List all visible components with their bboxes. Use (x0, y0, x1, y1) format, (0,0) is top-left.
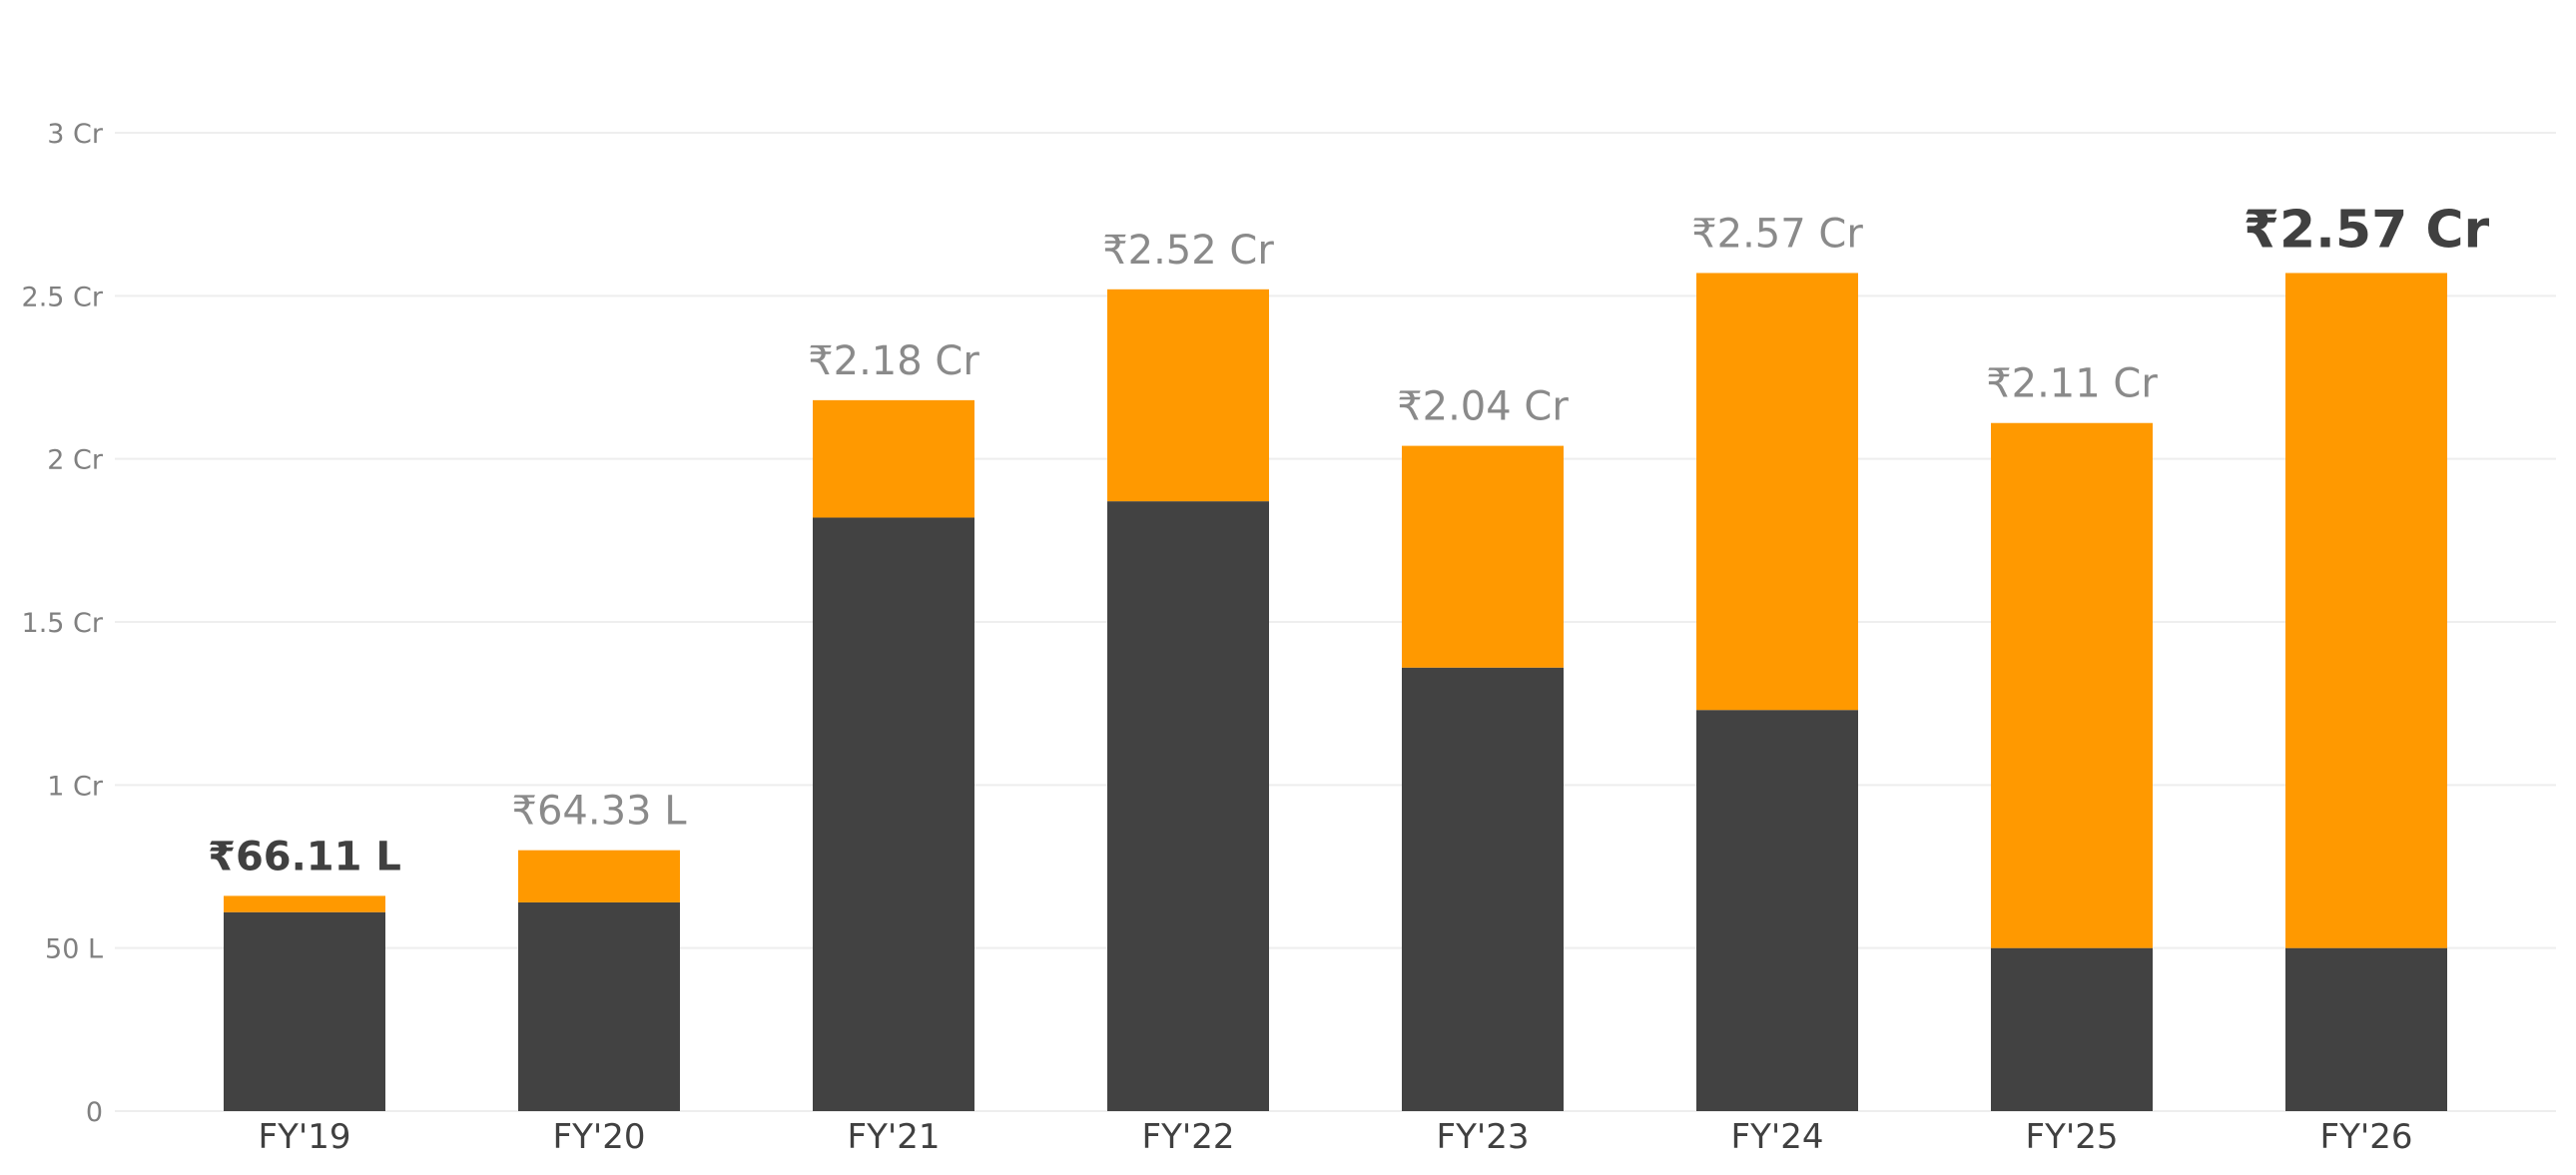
x-axis: FY'19 FY'20 FY'21 FY'22 FY'23 FY'24 FY'25 FY'26 (259, 1117, 2413, 1157)
y-tick-label: 1.5 Cr (22, 608, 104, 639)
total-value-label: ₹2.57 Cr (1691, 211, 1863, 257)
y-tick-label: 0 (86, 1097, 103, 1128)
bar-segment-top (224, 895, 385, 912)
bar-segment-top (1107, 289, 1269, 502)
total-value-label: ₹64.33 L (512, 789, 688, 835)
x-tick-label: FY'26 (2320, 1117, 2413, 1157)
total-value-label: ₹66.11 L (208, 834, 401, 880)
total-value-label: ₹2.57 Cr (2244, 200, 2490, 260)
x-tick-label: FY'21 (848, 1117, 941, 1157)
bars-layer (224, 273, 2447, 1112)
y-tick-label: 2 Cr (47, 445, 104, 476)
y-tick-label: 1 Cr (47, 771, 104, 802)
y-axis: 0 50 L 1 Cr 1.5 Cr 2 Cr 2.5 Cr 3 Cr (22, 119, 104, 1128)
x-tick-label: FY'24 (1731, 1117, 1824, 1157)
x-tick-label: FY'20 (553, 1117, 646, 1157)
x-tick-label: FY'22 (1142, 1117, 1235, 1157)
bar-segment-base (2285, 947, 2447, 1111)
total-labels-layer: ₹66.11 L ₹64.33 L ₹2.18 Cr ₹2.52 Cr ₹2.04 Cr… (208, 200, 2489, 880)
y-tick-label: 3 Cr (47, 119, 104, 150)
x-tick-label: FY'23 (1437, 1117, 1530, 1157)
bar-segment-base (813, 517, 974, 1111)
x-tick-label: FY'25 (2026, 1117, 2119, 1157)
total-value-label: ₹2.04 Cr (1397, 384, 1569, 430)
bar-segment-top (2285, 273, 2447, 948)
total-value-label: ₹2.52 Cr (1102, 228, 1274, 274)
total-value-label: ₹2.18 Cr (808, 338, 979, 384)
y-tick-label: 50 L (45, 934, 103, 965)
bar-segment-base (224, 911, 385, 1111)
bar-segment-top (518, 850, 680, 902)
x-tick-label: FY'19 (259, 1117, 351, 1157)
bar-segment-base (1991, 947, 2153, 1111)
bar-segment-base (518, 901, 680, 1111)
bar-segment-top (1696, 273, 1858, 711)
total-value-label: ₹2.11 Cr (1986, 361, 2158, 407)
bar-segment-top (813, 399, 974, 518)
grid-layer (115, 132, 2556, 1112)
bar-segment-top (1991, 422, 2153, 948)
bar-segment-base (1107, 501, 1269, 1112)
bar-segment-base (1402, 667, 1564, 1111)
bar-segment-base (1696, 710, 1858, 1111)
y-tick-label: 2.5 Cr (22, 282, 104, 312)
bar-segment-top (1402, 445, 1564, 668)
